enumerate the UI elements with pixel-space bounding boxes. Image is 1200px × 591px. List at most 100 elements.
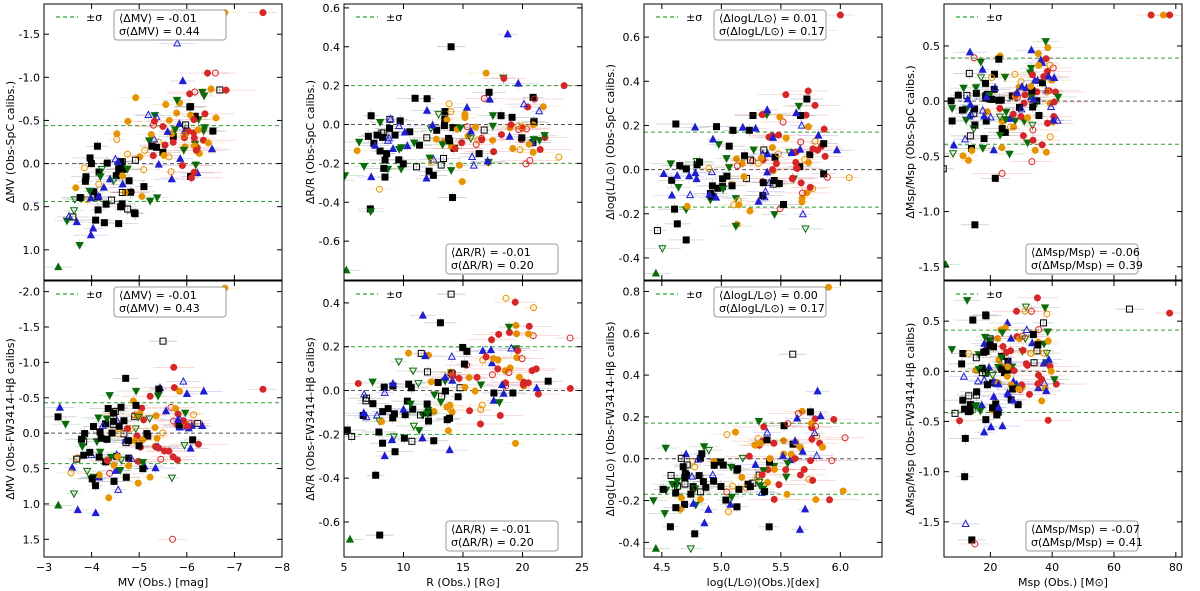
data-point-37: [763, 427, 772, 436]
data-point-128: [167, 474, 177, 483]
data-point-107: [947, 346, 957, 354]
data-point-56: [1053, 115, 1062, 124]
data-point-16: [96, 173, 105, 182]
data-point-83: [982, 311, 990, 319]
data-point-35: [782, 91, 790, 99]
data-point-96: [403, 141, 412, 150]
data-point-134: [362, 412, 371, 421]
y-tick-label: 0.2: [623, 119, 641, 132]
y-tick-label: -0.5: [19, 392, 40, 405]
data-point-34: [765, 523, 773, 531]
data-point-148: [689, 499, 698, 507]
data-point-106: [141, 146, 149, 154]
legend: ±σ: [656, 11, 702, 24]
data-point-112: [170, 126, 180, 135]
data-point-99: [88, 475, 96, 483]
data-point-9: [415, 141, 423, 149]
data-point-15: [1023, 139, 1032, 148]
data-point-106: [519, 381, 527, 389]
data-point-135: [693, 454, 703, 463]
x-axis-label: log(L/L⊙)(Obs.)[dex]: [707, 576, 820, 589]
data-point-90: [823, 173, 831, 181]
data-point-123: [149, 121, 157, 129]
data-point-108: [525, 322, 533, 330]
data-point-53: [496, 411, 504, 419]
data-point-125: [759, 467, 768, 475]
data-point-98: [1035, 326, 1043, 334]
y-tick-label: 0.0: [623, 164, 641, 177]
legend: ±σ: [956, 288, 1002, 301]
data-point-49: [446, 414, 454, 422]
x-tick-label: −3: [36, 561, 52, 574]
data-point-116: [763, 105, 772, 114]
data-point-143: [188, 174, 196, 182]
data-point-15: [91, 508, 100, 517]
data-point-42: [772, 160, 780, 168]
data-point-154: [961, 519, 970, 527]
y-tick-label: -1.0: [919, 206, 940, 219]
data-point-21: [797, 120, 806, 129]
data-point-84: [147, 130, 155, 138]
data-point-9: [966, 132, 974, 140]
data-point-129: [525, 140, 533, 148]
data-point-106: [488, 122, 498, 131]
data-point-136: [1029, 330, 1037, 338]
data-point-129: [497, 380, 507, 389]
data-point-145: [436, 319, 444, 327]
data-point-139: [387, 435, 397, 444]
data-point-107: [144, 137, 154, 146]
data-point-72: [445, 134, 453, 142]
data-point-72: [1008, 395, 1018, 404]
data-point-146: [722, 155, 731, 163]
data-point-97: [78, 443, 87, 452]
data-point-152: [447, 290, 455, 298]
data-point-47: [124, 117, 132, 125]
legend-label: ±σ: [86, 11, 102, 24]
data-point-90: [198, 88, 207, 97]
plot-area: [944, 293, 1182, 548]
plot-area: [344, 29, 582, 274]
data-point-75: [463, 123, 471, 131]
data-point-17: [466, 135, 476, 144]
data-point-142: [986, 341, 994, 349]
data-point-128: [1013, 87, 1022, 96]
data-point-12: [841, 434, 849, 442]
data-point-29: [1027, 45, 1036, 54]
data-point-142: [92, 216, 100, 224]
data-point-89: [153, 434, 161, 442]
data-point-56: [828, 457, 836, 465]
data-point-50: [677, 454, 685, 462]
y-tick-label: 1.0: [23, 244, 41, 257]
data-point-8: [714, 141, 724, 149]
data-point-64: [111, 154, 120, 163]
y-tick-label: 0.0: [923, 95, 941, 108]
data-point-149: [768, 144, 776, 152]
data-point-66: [733, 503, 741, 511]
data-point-97: [998, 421, 1007, 430]
legend-label: ±σ: [986, 11, 1002, 24]
data-point-110: [659, 169, 668, 177]
data-point-105: [73, 505, 82, 514]
data-point-64: [958, 360, 966, 368]
data-point-106: [998, 329, 1007, 338]
data-point-129: [787, 450, 795, 458]
data-point-107: [679, 463, 687, 471]
y-tick-label: 0.0: [323, 385, 341, 398]
data-point-102: [1042, 55, 1050, 63]
data-point-139: [76, 194, 84, 202]
y-tick-label: -0.4: [319, 196, 340, 209]
stats-box: ⟨ΔR/R⟩ = -0.01σ(ΔR/R) = 0.20: [445, 520, 559, 552]
data-point-73: [366, 208, 375, 217]
data-point-132: [529, 136, 538, 144]
data-point-112: [1029, 136, 1037, 144]
data-point-6: [145, 415, 154, 424]
data-point-90: [368, 378, 377, 387]
data-point-39: [759, 179, 767, 187]
data-point-82: [661, 444, 670, 453]
y-tick-label: -2.0: [19, 286, 40, 299]
y-tick-label: 0.2: [623, 411, 641, 424]
data-point-144: [189, 436, 197, 444]
data-point-143: [1023, 361, 1031, 369]
data-point-105: [115, 220, 123, 228]
data-point-93: [982, 369, 990, 377]
